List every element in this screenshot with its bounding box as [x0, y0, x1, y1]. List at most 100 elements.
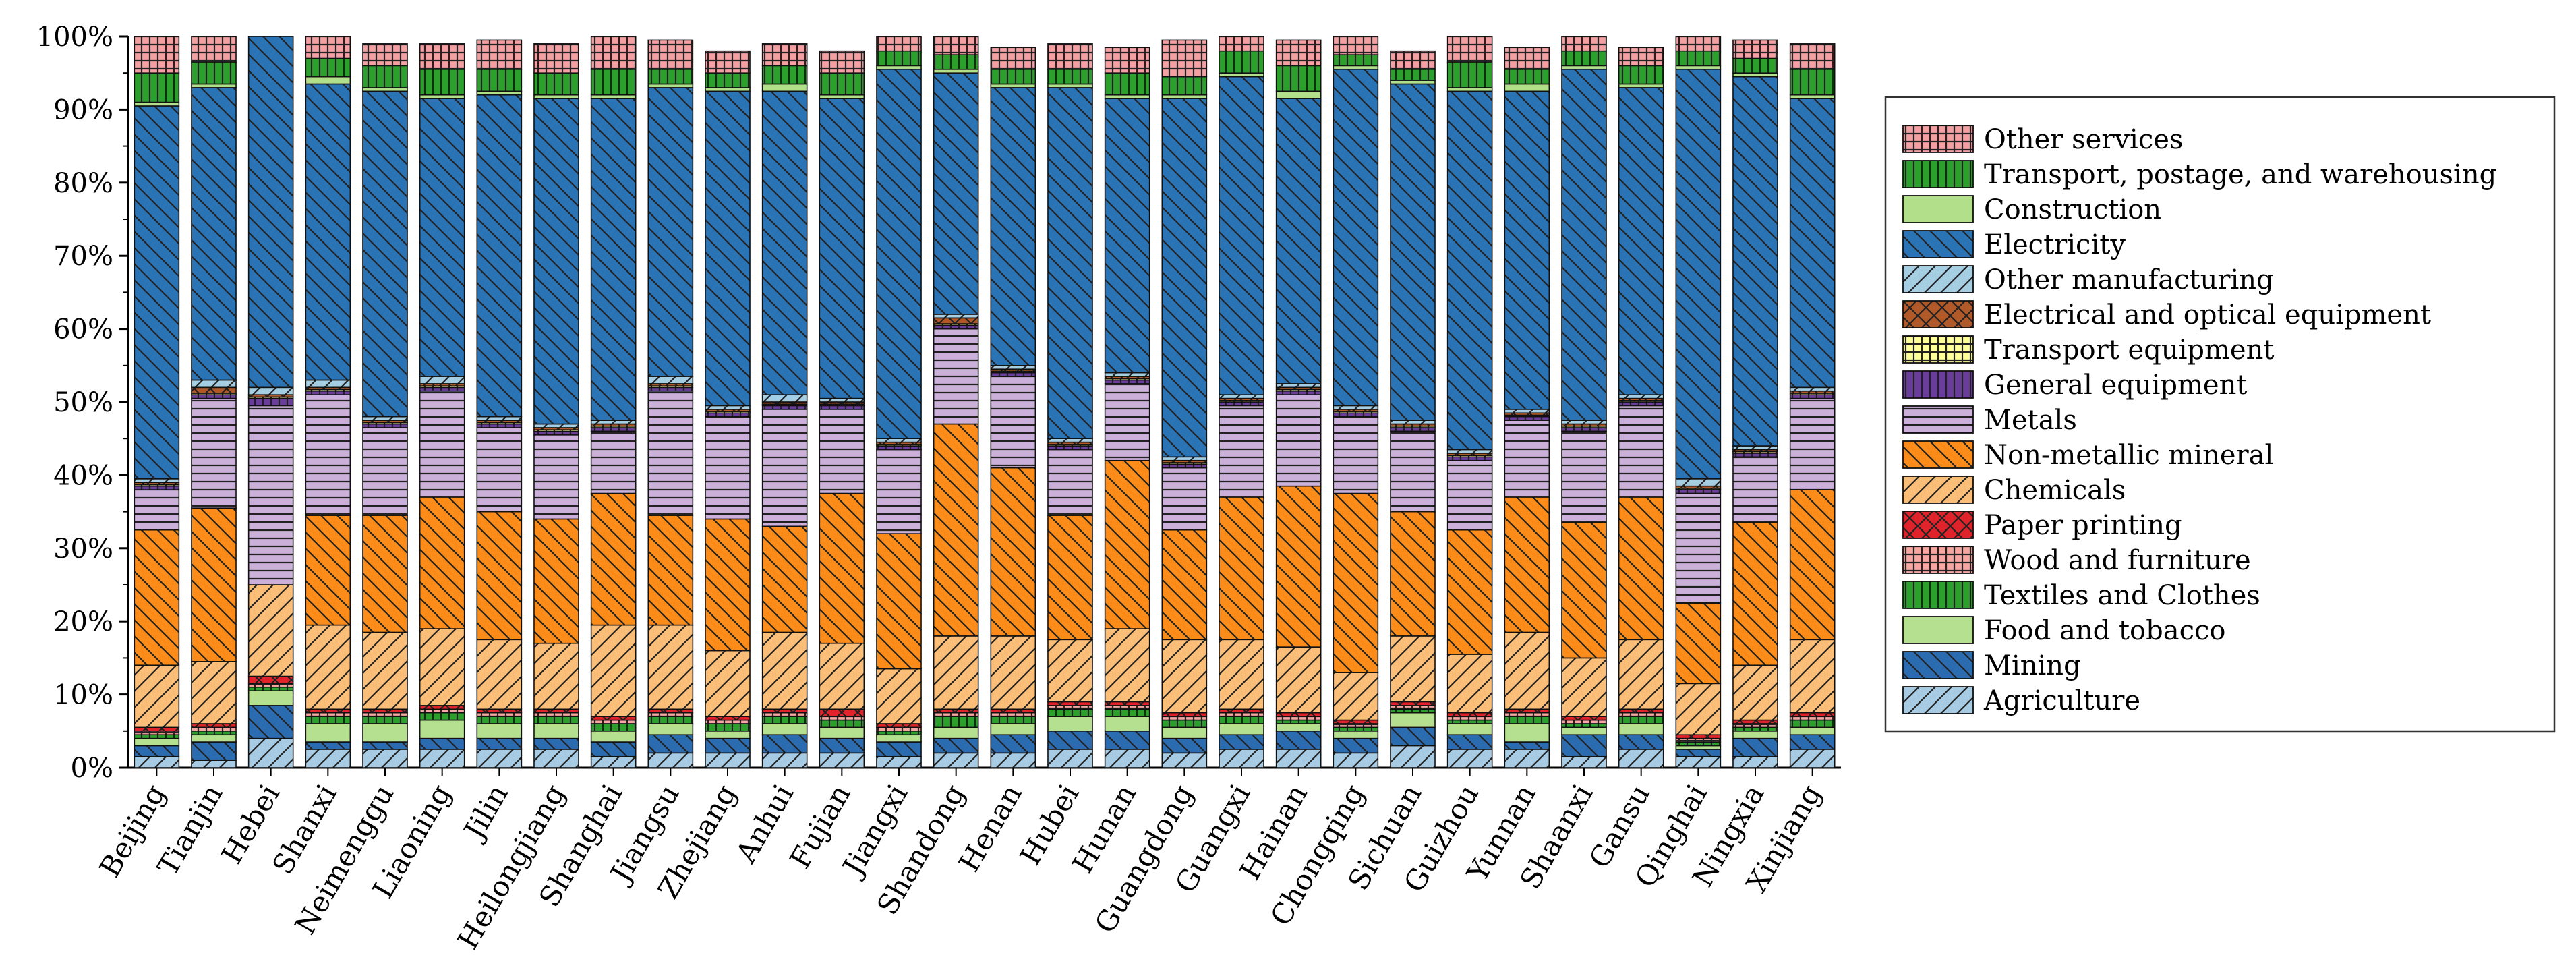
bar-segment-transport-postage-and-warehousing [1390, 68, 1436, 81]
bar-segment-metals [134, 489, 180, 531]
legend-item-general-equipment: General equipment [1902, 370, 2247, 401]
bar-segment-mining [247, 705, 294, 739]
legend-item-transport-postage-and-warehousing: Transport, postage, and warehousing [1902, 159, 2496, 190]
bar-segment-general-equipment [590, 427, 637, 432]
bar-hebei [247, 36, 294, 768]
bar-segment-electricity [761, 90, 808, 395]
bar-segment-chemicals [647, 624, 694, 710]
bar-henan [990, 47, 1036, 768]
bar-segment-food-and-tobacco [1390, 712, 1436, 728]
bar-segment-paper-printing [933, 708, 979, 714]
bar-segment-food-and-tobacco [1104, 716, 1150, 732]
bar-segment-textiles-and-clothes [1390, 708, 1436, 714]
bar-segment-paper-printing [1104, 701, 1150, 706]
bar-segment-other-services [419, 43, 465, 70]
bar-segment-paper-printing [705, 716, 751, 721]
bar-segment-food-and-tobacco [1789, 726, 1836, 736]
bar-segment-agriculture [1561, 755, 1607, 768]
bar-segment-transport-postage-and-warehousing [419, 68, 465, 96]
bar-segment-paper-printing [1161, 712, 1208, 717]
bar-segment-transport-postage-and-warehousing [476, 68, 523, 92]
bar-segment-other-manufacturing [191, 379, 237, 389]
bar-segment-agriculture [1275, 749, 1322, 768]
bar-segment-construction [1161, 94, 1208, 99]
bar-segment-general-equipment [247, 397, 294, 407]
bar-segment-chemicals [1504, 631, 1550, 710]
bar-segment-chemicals [705, 650, 751, 717]
bar-segment-transport-postage-and-warehousing [191, 61, 237, 85]
bar-segment-other-services [1675, 36, 1722, 52]
bar-segment-electricity [191, 87, 237, 381]
bar-segment-wood-and-furniture [819, 716, 865, 721]
bar-segment-general-equipment [876, 445, 922, 451]
legend-item-electricity: Electricity [1902, 229, 2126, 260]
bar-segment-chemicals [1732, 664, 1778, 721]
bar-segment-other-services [1446, 36, 1493, 63]
bar-segment-non-metallic-mineral [134, 529, 180, 666]
bar-segment-agriculture [1504, 749, 1550, 768]
bar-segment-electricity [1504, 90, 1550, 410]
bar-segment-transport-postage-and-warehousing [876, 50, 922, 67]
y-tick-label: 10% [53, 680, 113, 711]
bar-segment-paper-printing [1618, 708, 1664, 714]
legend-label: Chemicals [1984, 475, 2126, 506]
bar-segment-construction [647, 83, 694, 88]
bar-segment-metals [1047, 449, 1093, 516]
bar-segment-general-equipment [1219, 401, 1264, 407]
bar-segment-other-services [990, 47, 1036, 70]
bar-segment-paper-printing [590, 716, 637, 721]
bar-segment-metals [247, 405, 294, 585]
bar-segment-non-metallic-mineral [990, 467, 1036, 637]
bar-segment-transport-postage-and-warehousing [1504, 68, 1550, 85]
bar-segment-paper-printing [1047, 701, 1093, 706]
bar-segment-agriculture [1675, 755, 1722, 768]
bar-segment-transport-postage-and-warehousing [1675, 50, 1722, 67]
bar-segment-agriculture [476, 749, 523, 768]
bar-segment-electricity [247, 36, 294, 389]
bar-guizhou [1446, 36, 1493, 768]
bar-jiangsu [647, 39, 694, 768]
bar-segment-metals [933, 328, 979, 425]
bar-yunnan [1504, 47, 1550, 768]
bar-segment-transport-postage-and-warehousing [305, 57, 351, 78]
bar-segment-agriculture [990, 752, 1036, 768]
bar-segment-food-and-tobacco [1504, 723, 1550, 743]
bar-segment-agriculture [1047, 749, 1093, 768]
bar-segment-food-and-tobacco [362, 723, 408, 743]
bar-segment-food-and-tobacco [933, 726, 979, 739]
bar-segment-wood-and-furniture [990, 712, 1036, 717]
bar-segment-construction [1789, 94, 1836, 99]
bar-segment-paper-printing [1504, 708, 1550, 714]
legend-item-textiles-and-clothes: Textiles and Clothes [1902, 580, 2260, 611]
bar-segment-wood-and-furniture [247, 683, 294, 688]
bar-segment-wood-and-furniture [1104, 705, 1150, 710]
bar-segment-other-manufacturing [362, 416, 408, 421]
bar-segment-other-manufacturing [1047, 438, 1093, 443]
bar-segment-other-services [305, 36, 351, 59]
bar-segment-electricity [933, 72, 979, 315]
bar-segment-textiles-and-clothes [305, 716, 351, 724]
bar-segment-mining [1390, 726, 1436, 747]
bar-segment-electrical-and-optical-equipment [191, 386, 237, 394]
bar-segment-mining [1047, 730, 1093, 750]
bar-segment-construction [1390, 80, 1436, 85]
bar-segment-wood-and-furniture [1732, 723, 1778, 728]
bar-segment-other-services [1104, 47, 1150, 74]
legend-label: Textiles and Clothes [1984, 580, 2260, 611]
legend-item-metals: Metals [1902, 405, 2077, 436]
bar-hunan [1104, 47, 1150, 768]
bar-segment-food-and-tobacco [1675, 745, 1722, 750]
bar-segment-other-manufacturing [1390, 420, 1436, 425]
bar-shanghai [590, 36, 637, 768]
bar-segment-agriculture [647, 752, 694, 768]
bar-neimenggu [362, 43, 408, 768]
bar-segment-electricity [647, 87, 694, 377]
bar-segment-general-equipment [305, 390, 351, 395]
bar-segment-wood-and-furniture [705, 719, 751, 724]
legend-label: General equipment [1984, 370, 2247, 401]
bar-segment-wood-and-furniture [1675, 737, 1722, 743]
bar-segment-metals [1789, 397, 1836, 490]
bar-segment-construction [1446, 87, 1493, 92]
bar-segment-general-equipment [1446, 456, 1493, 461]
bar-segment-metals [305, 394, 351, 516]
